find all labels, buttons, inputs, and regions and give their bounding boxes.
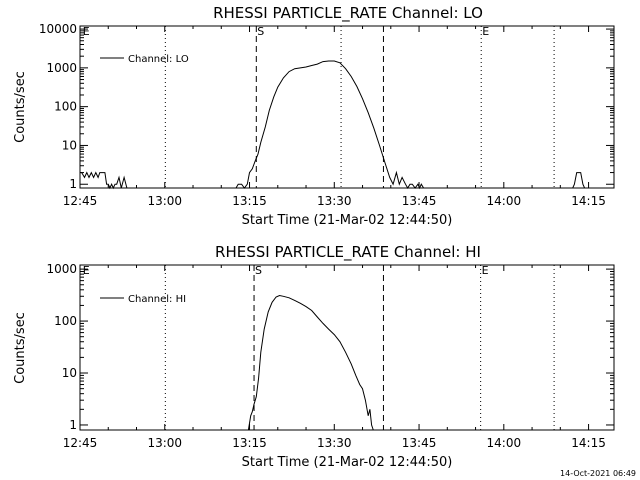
x-tick-label: 13:30 (317, 436, 352, 450)
x-tick-label: 13:00 (147, 436, 182, 450)
x-tick-label: 12:45 (63, 436, 98, 450)
series-line (80, 60, 586, 190)
x-tick-label: 13:45 (402, 194, 437, 208)
x-tick-label: 14:00 (487, 194, 522, 208)
y-axis-label: Counts/sec (13, 312, 28, 384)
x-tick-label: 13:30 (317, 194, 352, 208)
x-tick-label: 14:15 (571, 436, 606, 450)
generation-timestamp: 14-Oct-2021 06:49 (560, 469, 636, 478)
x-tick-label: 13:00 (147, 194, 182, 208)
series-line (247, 294, 374, 431)
x-tick-label: 14:00 (487, 436, 522, 450)
y-tick-label: 1000 (46, 61, 77, 75)
time-marker-label: S (257, 25, 264, 38)
y-tick-label: 10 (62, 138, 77, 152)
chart-title: RHESSI PARTICLE_RATE Channel: LO (213, 4, 483, 23)
chart-title: RHESSI PARTICLE_RATE Channel: HI (215, 243, 481, 262)
x-axis-label: Start Time (21-Mar-02 12:44:50) (242, 213, 453, 228)
time-marker-label: E (482, 264, 489, 277)
x-tick-label: 12:45 (63, 194, 98, 208)
time-marker-label: S (255, 264, 262, 277)
panel-hi: RHESSI PARTICLE_RATE Channel: HI E S E 12:… (13, 243, 615, 470)
x-tick-label: 13:15 (232, 436, 267, 450)
y-tick-label: 100 (54, 314, 77, 328)
y-tick-label: 10 (62, 366, 77, 380)
legend-label: Channel: LO (128, 54, 189, 65)
legend-label: Channel: HI (128, 294, 186, 305)
time-marker-label: E (83, 25, 90, 38)
plot-frame (79, 25, 615, 189)
x-tick-label: 14:15 (571, 194, 606, 208)
y-tick-label: 1 (69, 418, 77, 432)
x-tick-label: 13:15 (232, 194, 267, 208)
y-tick-label: 1000 (46, 262, 77, 276)
time-marker-label: E (482, 25, 489, 38)
panel-lo: RHESSI PARTICLE_RATE Channel: LO E S E 12:… (13, 4, 615, 228)
x-tick-label: 13:45 (402, 436, 437, 450)
x-axis-label: Start Time (21-Mar-02 12:44:50) (242, 455, 453, 470)
y-tick-label: 1 (69, 177, 77, 191)
time-marker-label: E (83, 264, 90, 277)
y-axis-label: Counts/sec (13, 71, 28, 143)
y-tick-label: 10000 (39, 22, 77, 36)
y-tick-label: 100 (54, 100, 77, 114)
plot-frame (79, 264, 615, 431)
